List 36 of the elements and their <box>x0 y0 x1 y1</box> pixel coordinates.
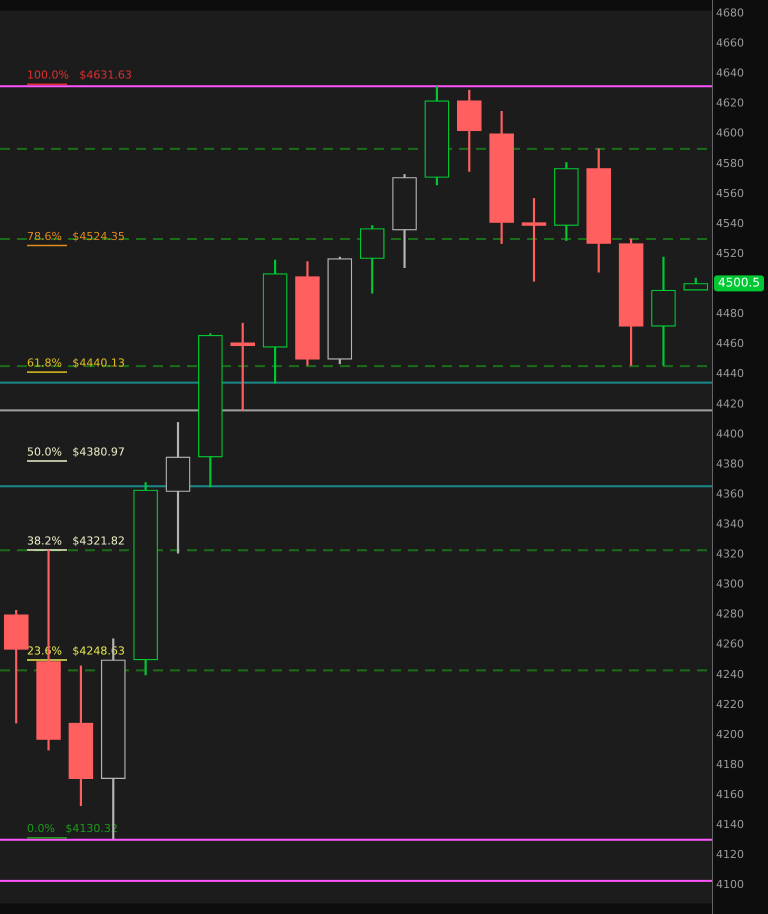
y-tick-label: 4480 <box>716 307 744 320</box>
y-tick-label: 4640 <box>716 66 744 80</box>
y-tick-label: 4220 <box>716 698 744 711</box>
ref-line-label: 38.2% $4321.82 <box>27 534 125 548</box>
y-tick-label: 4360 <box>716 487 744 500</box>
ref-line-label: 61.8% $4440.13 <box>27 356 125 370</box>
y-tick-label: 4560 <box>716 186 744 200</box>
y-tick-label: 4400 <box>716 427 744 440</box>
y-tick-label: 4160 <box>716 788 744 802</box>
candlestick <box>230 322 256 411</box>
ref-line-label: 78.6% $4524.35 <box>27 230 125 243</box>
y-tick-label: 4100 <box>716 878 744 892</box>
y-tick-label: 4380 <box>716 457 744 470</box>
y-tick-label: 4420 <box>716 397 744 410</box>
y-tick-label: 4280 <box>716 608 744 621</box>
y-tick-label: 4240 <box>716 668 744 681</box>
y-tick-label: 4520 <box>716 246 744 260</box>
y-tick-label: 4620 <box>716 96 744 110</box>
y-tick-label: 4460 <box>716 337 744 350</box>
y-tick-label: 4260 <box>716 638 744 651</box>
y-tick-label: 4180 <box>716 758 744 771</box>
y-tick-label: 4600 <box>716 126 744 140</box>
y-tick-label: 4680 <box>716 6 744 20</box>
ref-line-label: 50.0% $4380.97 <box>27 445 125 458</box>
y-tick-label: 4340 <box>716 517 744 530</box>
y-tick-label: 4200 <box>716 728 744 741</box>
y-tick-label: 4660 <box>716 36 744 50</box>
y-tick-label: 4320 <box>716 548 744 561</box>
text: 4500.5 <box>718 276 760 290</box>
ref-line-label: 100.0% $4631.63 <box>27 68 132 82</box>
y-tick-label: 4120 <box>716 848 744 862</box>
y-tick-label: 4580 <box>716 156 744 170</box>
y-tick-label: 4540 <box>716 216 744 230</box>
y-tick-label: 4140 <box>716 818 744 832</box>
y-tick-label: 4300 <box>716 578 744 591</box>
y-tick-label: 4440 <box>716 367 744 380</box>
